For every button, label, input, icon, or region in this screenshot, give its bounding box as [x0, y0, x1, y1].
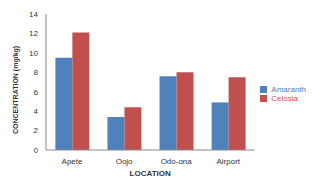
svg-text:2: 2 — [34, 126, 39, 135]
html-text:Celosia: Celosia — [271, 94, 298, 103]
svg-text:4: 4 — [34, 107, 39, 116]
svg-text:Airport: Airport — [216, 157, 240, 166]
svg-text:Oojo: Oojo — [116, 157, 133, 166]
svg-text:Apete: Apete — [62, 157, 83, 166]
svg-text:8: 8 — [34, 68, 39, 77]
svg-text:0: 0 — [34, 146, 39, 155]
svg-text:CONCENTRATION (mg/kg): CONCENTRATION (mg/kg) — [12, 46, 20, 134]
svg-text:10: 10 — [29, 49, 38, 58]
svg-text:12: 12 — [29, 29, 38, 38]
svg-text:14: 14 — [29, 10, 38, 19]
html-text:Amaranth: Amaranth — [271, 85, 306, 94]
svg-text:6: 6 — [34, 88, 39, 97]
svg-text:Odo-ona: Odo-ona — [161, 157, 193, 166]
svg-text:LOCATION: LOCATION — [130, 169, 171, 178]
